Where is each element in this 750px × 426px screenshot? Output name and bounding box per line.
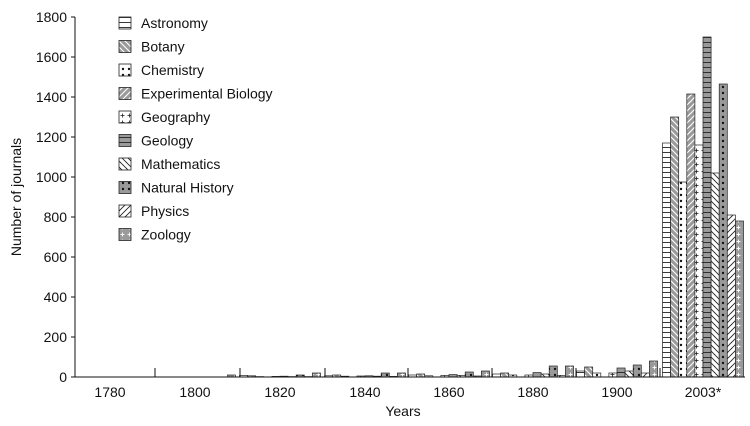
- y-tick-label: 1600: [36, 49, 67, 65]
- bar-physics-2003: [727, 215, 735, 377]
- bar-astronomy-1900: [577, 371, 585, 377]
- bar-botany-1880: [501, 373, 509, 377]
- legend-swatch-astronomy: [119, 17, 131, 29]
- bar-geology-1900: [617, 368, 625, 377]
- legend-label-physics: Physics: [141, 203, 189, 219]
- x-tick-label: 1780: [94, 384, 125, 400]
- bar-experimental-biology-2003: [687, 94, 695, 377]
- bar-geology-2003: [703, 37, 711, 377]
- bar-astronomy-2003: [663, 143, 671, 377]
- bar-zoology-1860: [481, 371, 489, 377]
- bar-physics-1900: [641, 373, 649, 377]
- bar-zoology-1900: [649, 361, 657, 377]
- legend-swatch-mathematics: [119, 158, 131, 170]
- bar-zoology-1840: [397, 373, 405, 377]
- bar-mathematics-2003: [711, 173, 719, 377]
- bar-zoology-2003: [735, 221, 743, 377]
- bar-natural-history-1880: [549, 366, 557, 377]
- y-tick-label: 200: [44, 329, 68, 345]
- bar-geography-2003: [695, 145, 703, 377]
- bar-zoology-1880: [565, 366, 573, 377]
- bar-botany-2003: [671, 117, 679, 377]
- y-tick-label: 1200: [36, 129, 67, 145]
- x-tick-label: 1820: [264, 384, 295, 400]
- y-tick-label: 800: [44, 209, 68, 225]
- legend-swatch-geology: [119, 135, 131, 147]
- bar-mathematics-1900: [625, 371, 633, 377]
- legend-label-chemistry: Chemistry: [141, 62, 204, 78]
- legend-label-zoology: Zoology: [141, 227, 191, 243]
- legend-label-geography: Geography: [141, 109, 210, 125]
- x-tick-label: 2003*: [685, 384, 722, 400]
- y-tick-label: 1400: [36, 89, 67, 105]
- bar-chemistry-1900: [593, 373, 601, 377]
- bar-natural-history-1860: [465, 372, 473, 377]
- y-tick-label: 1000: [36, 169, 67, 185]
- y-tick-label: 400: [44, 289, 68, 305]
- legend-label-geology: Geology: [141, 133, 193, 149]
- bar-botany-1900: [585, 367, 593, 377]
- x-axis-label: Years: [385, 403, 420, 419]
- legend-label-botany: Botany: [141, 39, 185, 55]
- legend-swatch-natural-history: [119, 182, 131, 194]
- legend-swatch-zoology: [119, 229, 131, 241]
- y-tick-label: 0: [59, 369, 67, 385]
- x-tick-label: 1900: [601, 384, 632, 400]
- bar-zoology-1820: [312, 373, 320, 377]
- legend-label-experimental-biology: Experimental Biology: [141, 86, 273, 102]
- legend-label-astronomy: Astronomy: [141, 15, 208, 31]
- x-tick-label: 1880: [517, 384, 548, 400]
- bar-geology-1880: [533, 373, 541, 377]
- legend-swatch-physics: [119, 205, 131, 217]
- legend-swatch-experimental-biology: [119, 88, 131, 100]
- bars-layer: [227, 37, 743, 377]
- x-tick-label: 1860: [433, 384, 464, 400]
- legend-swatch-geography: [119, 111, 131, 123]
- legend-label-natural-history: Natural History: [141, 180, 234, 196]
- legend: Astronomy Botany Chemistry Experimental Bio…: [119, 15, 273, 243]
- bar-natural-history-2003: [719, 84, 727, 377]
- y-ticks: 0 200 400 600 800 1000 1200 1400 1600 1800: [36, 9, 75, 385]
- x-tick-label: 1800: [179, 384, 210, 400]
- bar-chemistry-2003: [679, 182, 687, 377]
- bar-geography-1900: [609, 373, 617, 377]
- legend-label-mathematics: Mathematics: [141, 156, 220, 172]
- legend-swatch-botany: [119, 41, 131, 53]
- bar-natural-history-1900: [633, 365, 641, 377]
- y-tick-label: 1800: [36, 9, 67, 25]
- bar-natural-history-1840: [381, 373, 389, 377]
- legend-swatch-chemistry: [119, 64, 131, 76]
- x-tick-label: 1840: [349, 384, 380, 400]
- y-axis-label: Number of journals: [8, 138, 24, 256]
- y-tick-label: 600: [44, 249, 68, 265]
